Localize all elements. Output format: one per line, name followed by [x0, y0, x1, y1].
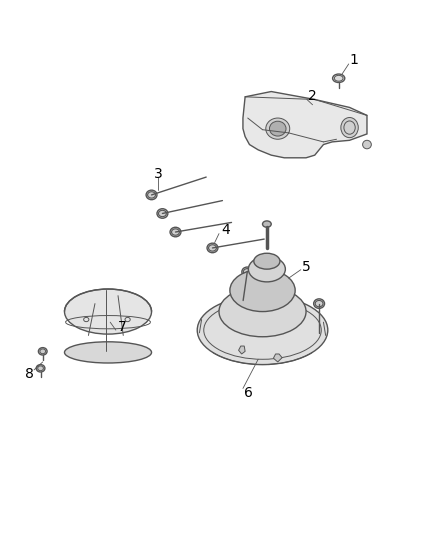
Ellipse shape: [39, 348, 47, 355]
Text: 2: 2: [308, 89, 317, 103]
Ellipse shape: [64, 342, 152, 363]
Text: 5: 5: [302, 260, 311, 273]
Ellipse shape: [64, 289, 152, 334]
Polygon shape: [273, 354, 282, 362]
Ellipse shape: [262, 221, 271, 227]
Ellipse shape: [314, 299, 325, 309]
Ellipse shape: [269, 121, 286, 136]
Text: 3: 3: [154, 167, 162, 181]
Ellipse shape: [242, 267, 253, 277]
Ellipse shape: [266, 118, 290, 139]
Ellipse shape: [230, 269, 295, 312]
Text: 1: 1: [350, 53, 358, 67]
Text: 6: 6: [244, 386, 253, 400]
Text: 7: 7: [118, 320, 127, 335]
Ellipse shape: [157, 209, 168, 218]
Ellipse shape: [363, 140, 371, 149]
Ellipse shape: [254, 253, 280, 269]
Ellipse shape: [146, 190, 157, 200]
Ellipse shape: [36, 365, 45, 372]
Ellipse shape: [207, 243, 218, 253]
Ellipse shape: [219, 286, 306, 337]
Text: 8: 8: [25, 367, 34, 381]
Ellipse shape: [197, 296, 328, 365]
Ellipse shape: [248, 256, 286, 282]
Ellipse shape: [341, 117, 358, 138]
Ellipse shape: [332, 74, 345, 83]
Polygon shape: [243, 92, 367, 158]
Polygon shape: [239, 346, 245, 354]
Text: 4: 4: [221, 223, 230, 237]
Ellipse shape: [170, 227, 181, 237]
